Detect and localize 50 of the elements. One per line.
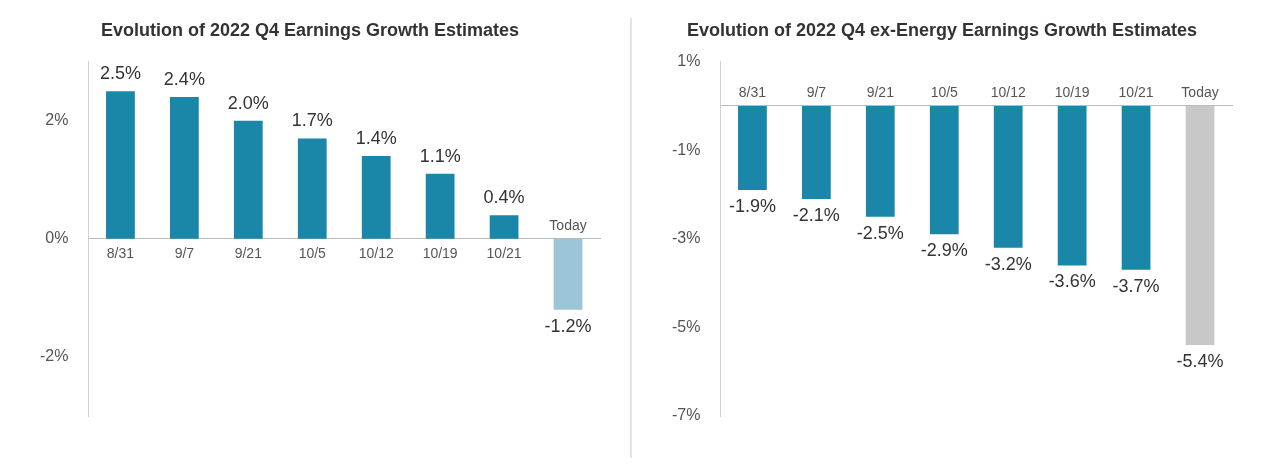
data-label: -1.2%	[544, 315, 592, 336]
data-label: 0.4%	[483, 187, 525, 208]
data-label: -3.2%	[984, 253, 1032, 274]
y-tick-label: -2%	[40, 347, 69, 365]
data-label: -2.1%	[792, 204, 840, 225]
x-tick-label: Today	[1181, 83, 1219, 100]
data-label: 1.4%	[355, 128, 397, 149]
bar	[553, 238, 583, 310]
x-tick-label: 9/21	[234, 244, 263, 261]
y-tick-label: 1%	[677, 52, 701, 70]
data-label: 2.4%	[163, 69, 205, 90]
bar	[361, 156, 391, 239]
y-tick-label: 0%	[45, 229, 69, 247]
data-label: -2.9%	[920, 240, 968, 261]
bar	[169, 97, 199, 239]
x-tick-label: 10/5	[298, 244, 327, 261]
data-label: -3.6%	[1048, 271, 1096, 292]
x-tick-label: 10/21	[486, 244, 522, 261]
data-label: -5.4%	[1176, 351, 1224, 372]
x-tick-label: 10/19	[1054, 83, 1090, 100]
bar	[106, 91, 135, 239]
x-tick-label: Today	[549, 216, 587, 233]
y-tick-label: -1%	[672, 140, 701, 158]
y-tick-label: 2%	[45, 111, 69, 129]
y-tick-label: -5%	[672, 317, 701, 335]
data-label: -1.9%	[728, 196, 776, 217]
bar	[233, 120, 263, 239]
data-label: -2.5%	[856, 222, 904, 243]
x-tick-label: 9/7	[806, 83, 827, 100]
x-tick-label: 10/19	[422, 244, 458, 261]
x-tick-label: 10/12	[358, 244, 394, 261]
y-tick-label: -3%	[672, 229, 701, 247]
data-label: -3.7%	[1112, 275, 1160, 296]
chart-title: Evolution of 2022 Q4 Earnings Growth Estimates	[100, 19, 520, 40]
data-label: 1.1%	[419, 145, 461, 166]
x-tick-label: 10/21	[1118, 83, 1154, 100]
bar	[425, 173, 455, 239]
bar	[297, 138, 327, 239]
data-label: 2.0%	[227, 92, 269, 113]
y-tick-label: -7%	[672, 406, 701, 424]
x-tick-label: 10/5	[930, 83, 959, 100]
x-tick-label: 8/31	[738, 83, 767, 100]
x-tick-label: 9/21	[866, 83, 895, 100]
data-label: 1.7%	[291, 110, 333, 131]
chart-title: Evolution of 2022 Q4 ex-Energy Earnings Growth Estimates	[686, 19, 1198, 40]
x-tick-label: 9/7	[174, 244, 195, 261]
x-tick-label: 10/12	[990, 83, 1026, 100]
x-tick-label: 8/31	[106, 244, 135, 261]
bar	[489, 215, 519, 239]
data-label: 2.5%	[99, 63, 141, 84]
